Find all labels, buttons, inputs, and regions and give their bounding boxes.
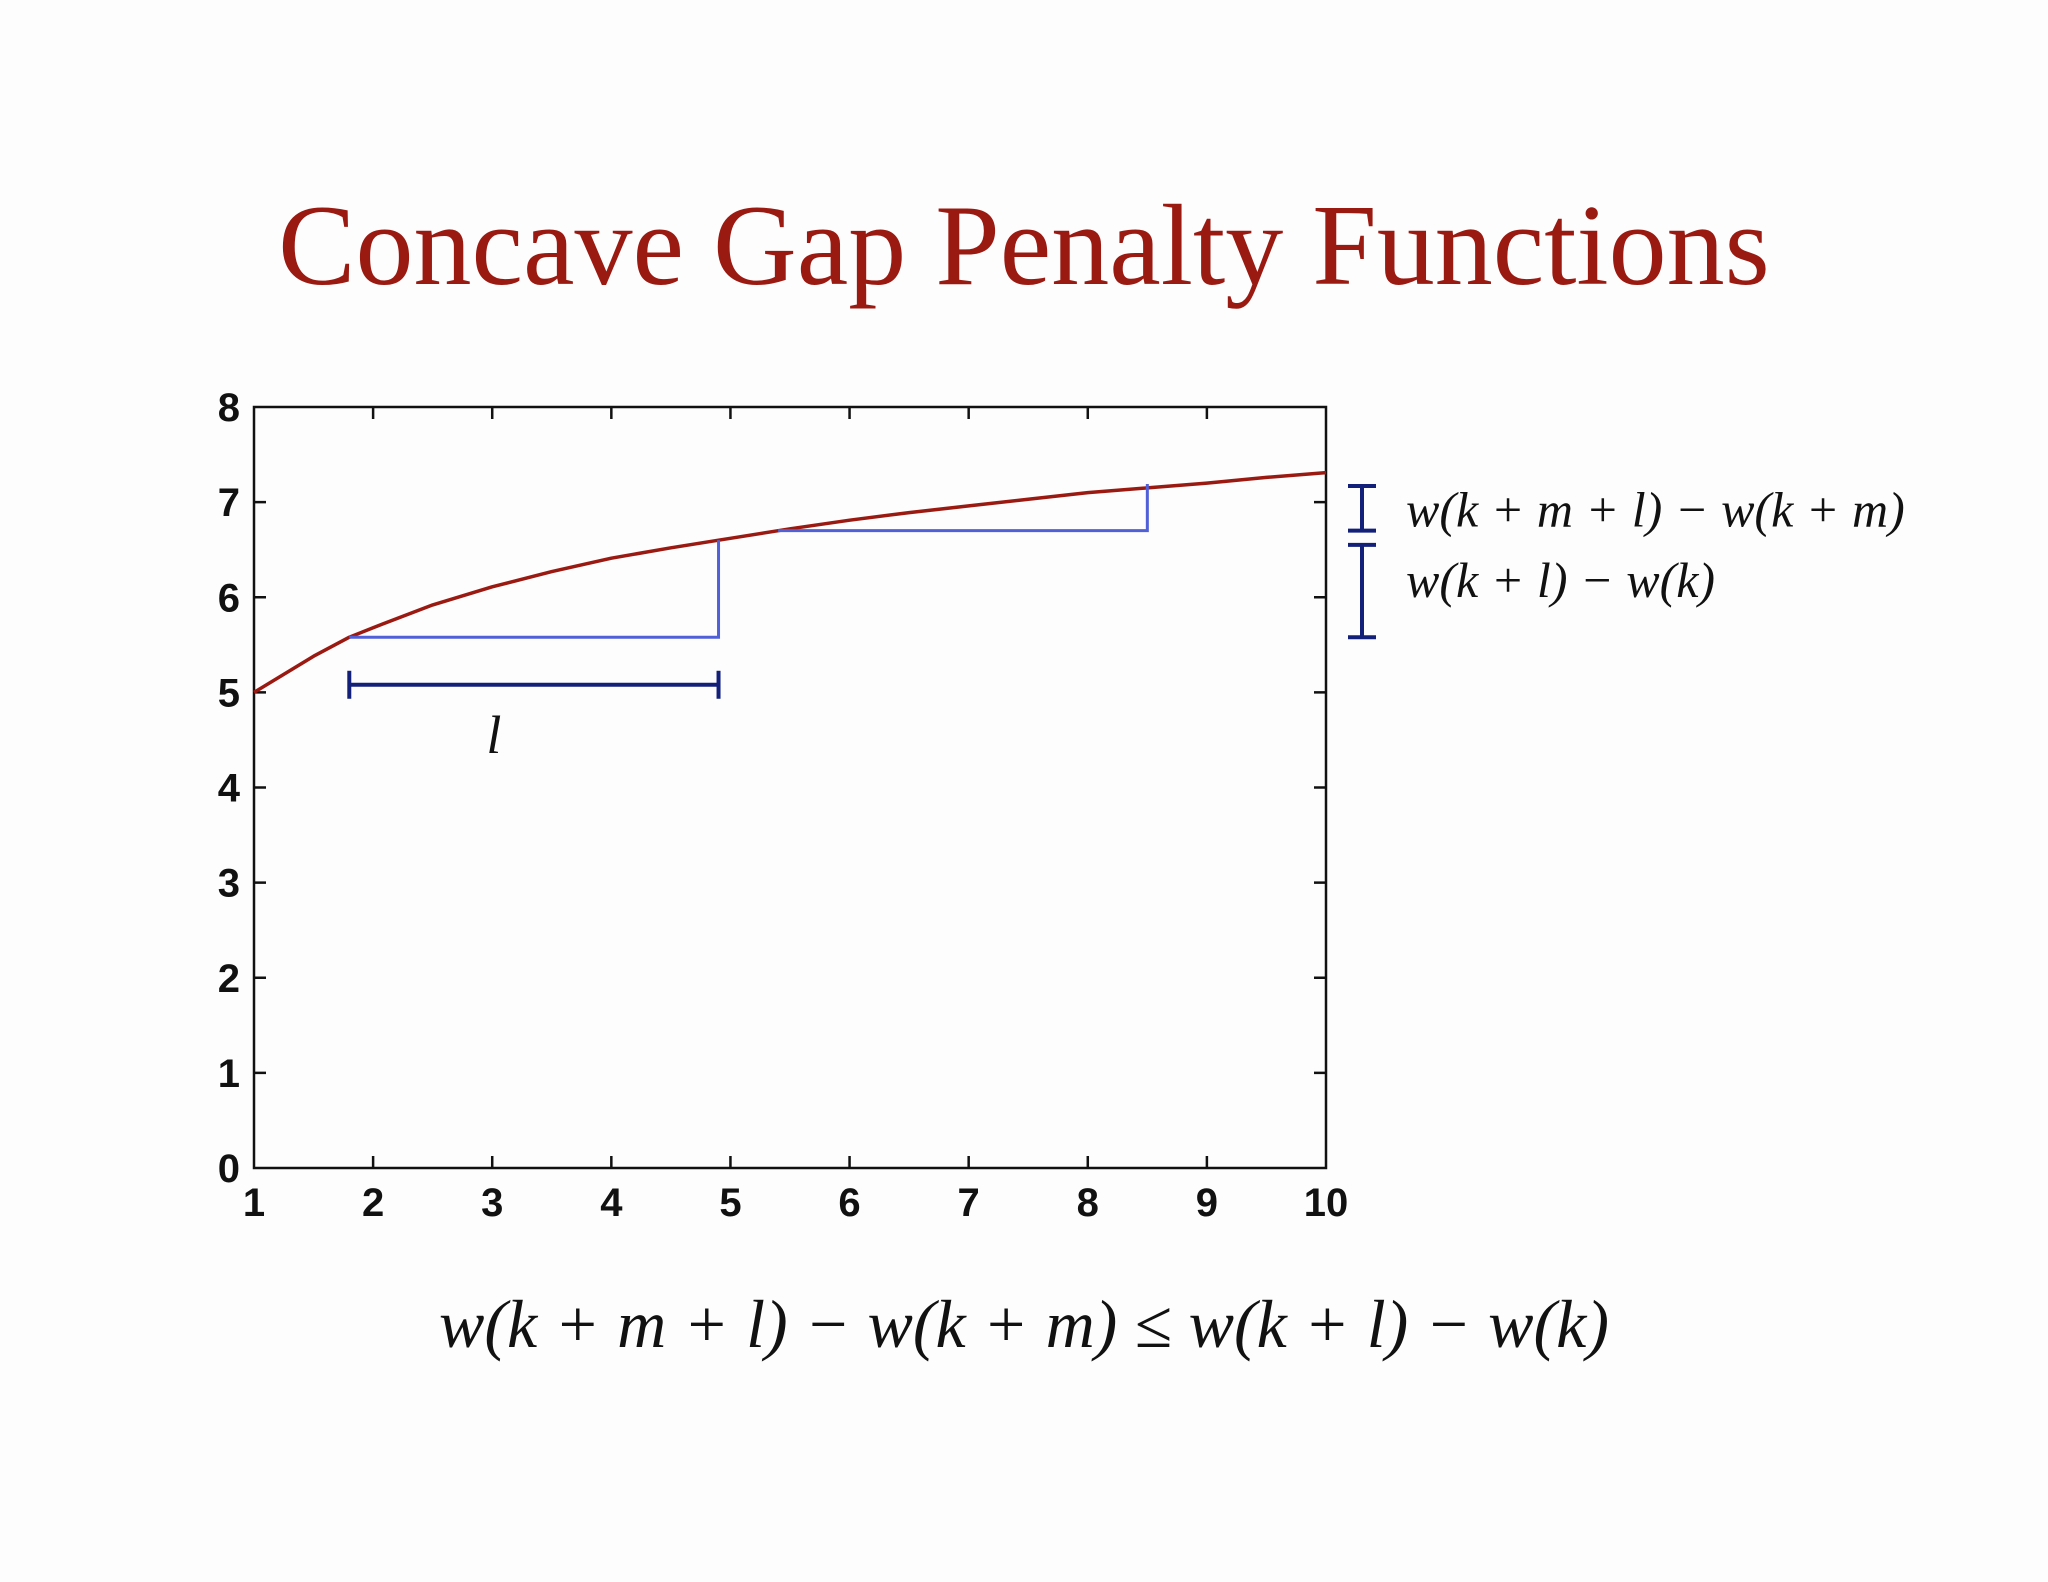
x-tick-label: 10: [1304, 1181, 1349, 1225]
y-tick-label: 3: [218, 862, 240, 906]
x-tick-label: 8: [1077, 1181, 1099, 1225]
x-tick-label: 5: [719, 1181, 741, 1225]
diff-small-label: w(k + m + l) − w(k + m): [1406, 481, 1905, 537]
step2-line: [778, 484, 1149, 533]
x-tick-label: 4: [600, 1181, 623, 1225]
y-tick-label: 8: [218, 386, 240, 430]
diff-large-label: w(k + l) − w(k): [1406, 552, 1715, 608]
concavity-inequality: w(k + m + l) − w(k + m) ≤ w(k + l) − w(k…: [439, 1286, 1609, 1362]
penalty-curve: [253, 470, 1327, 694]
y-tick-label: 2: [218, 957, 240, 1001]
x-tick-label: 2: [362, 1181, 384, 1225]
l-label: l: [486, 705, 501, 765]
y-tick-label: 0: [218, 1147, 240, 1191]
step1-line: [349, 540, 721, 639]
chart-marks: [253, 470, 1327, 694]
plot-frame: [252, 405, 1328, 1170]
x-tick-label: 3: [481, 1181, 503, 1225]
x-tick-label: 9: [1196, 1181, 1218, 1225]
y-tick-label: 5: [218, 671, 240, 715]
y-tick-label: 4: [218, 767, 241, 811]
slide-title: Concave Gap Penalty Functions: [278, 182, 1770, 310]
y-tick-label: 7: [218, 481, 240, 525]
x-tick-label: 1: [243, 1181, 265, 1225]
y-tick-label: 1: [218, 1052, 240, 1096]
y-tick-label: 6: [218, 576, 240, 620]
chart-annotations: l w(k + m + l) − w(k + m) w(k + l) − w(k): [347, 481, 1905, 765]
x-tick-label: 6: [838, 1181, 860, 1225]
x-tick-label: 7: [958, 1181, 980, 1225]
